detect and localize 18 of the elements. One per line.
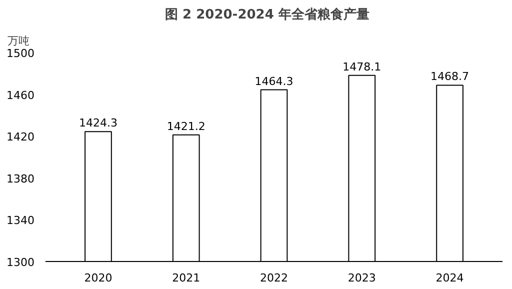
- x-tick-label: 2021: [172, 272, 200, 284]
- x-tick-label: 2022: [260, 272, 288, 284]
- y-tick-label: 1460: [6, 88, 35, 102]
- x-tick-label: 2024: [436, 272, 464, 284]
- x-tick-label: 2020: [84, 272, 112, 284]
- x-tick-label: 2023: [348, 272, 376, 284]
- data-label: 1464.3: [254, 74, 294, 88]
- y-axis-title: 万吨: [8, 34, 30, 48]
- y-tick-label: 1380: [6, 172, 35, 186]
- data-label: 1424.3: [78, 116, 118, 130]
- y-tick-label: 1420: [6, 130, 35, 144]
- chart-title: 图 2 2020-2024 年全省粮食产量: [165, 6, 370, 22]
- y-tick-label: 1340: [6, 214, 35, 228]
- y-tick-label: 1300: [6, 256, 35, 269]
- data-label: 1421.2: [166, 120, 206, 133]
- data-label: 1478.1: [342, 60, 382, 74]
- data-label: 1468.7: [430, 70, 470, 84]
- y-tick-label: 1500: [6, 47, 35, 60]
